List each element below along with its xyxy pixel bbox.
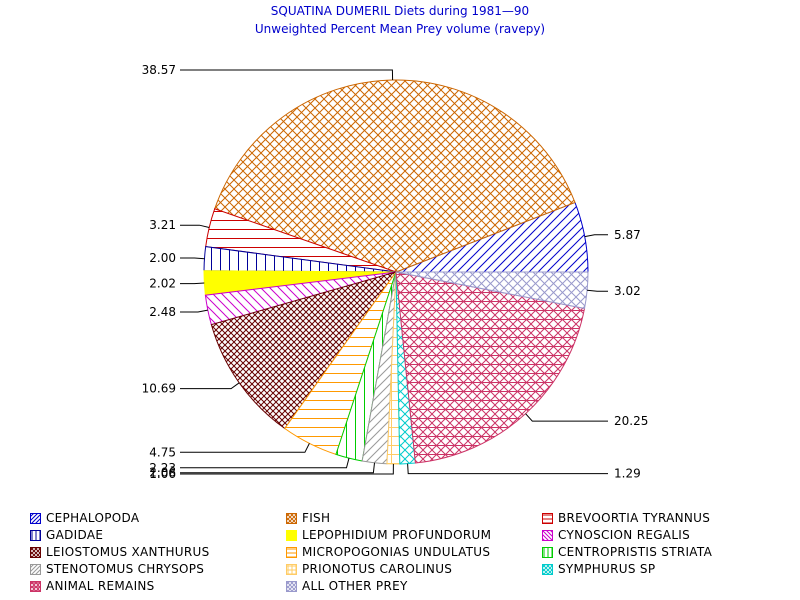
value-label: 1.06 <box>149 467 176 481</box>
legend-swatch <box>30 564 41 575</box>
leader-line <box>587 289 608 292</box>
value-label: 38.57 <box>142 63 176 77</box>
legend-swatch <box>30 530 41 541</box>
leader-lines <box>180 69 608 475</box>
legend-label: LEPOPHIDIUM PROFUNDORUM <box>302 528 492 542</box>
legend-label: LEIOSTOMUS XANTHURUS <box>46 545 210 559</box>
legend-label: PRIONOTUS CAROLINUS <box>302 562 453 576</box>
pie-chart: 5.87 38.57 3.21 2.00 2.02 2.48 10.69 4.75 2.232.… <box>142 63 649 481</box>
leader-line <box>180 462 375 474</box>
chart-subtitle: Unweighted Percent Mean Prey volume (rav… <box>254 22 546 36</box>
value-labels: 5.87 38.57 3.21 2.00 2.02 2.48 10.69 4.75 2.232.… <box>142 63 649 481</box>
legend-swatch <box>542 564 553 575</box>
leader-line <box>180 257 205 260</box>
leader-line <box>180 443 310 453</box>
value-label: 4.75 <box>149 445 176 459</box>
value-label: 3.02 <box>614 284 641 298</box>
legend-label: STENOTOMUS CHRYSOPS <box>46 562 205 576</box>
legend-swatch <box>542 547 553 558</box>
legend-swatch <box>30 581 41 592</box>
leader-line <box>180 309 208 313</box>
legend-label: CYNOSCION REGALIS <box>558 528 691 542</box>
legend-label: MICROPOGONIAS UNDULATUS <box>302 545 491 559</box>
value-label: 2.06 <box>149 466 176 480</box>
leader-line <box>180 382 240 390</box>
legend-swatch <box>542 530 553 541</box>
value-label: 20.25 <box>614 414 648 428</box>
legend-swatch <box>542 513 553 524</box>
pie-slices <box>203 79 589 465</box>
legend-label: GADIDAE <box>46 528 104 542</box>
value-label: 2.23 <box>149 461 176 475</box>
legend-label: ALL OTHER PREY <box>302 579 408 593</box>
leader-line <box>525 413 608 422</box>
leader-line <box>180 69 394 81</box>
leader-line <box>180 224 210 228</box>
value-label: 2.02 <box>149 277 176 291</box>
value-label: 10.69 <box>142 382 176 396</box>
legend-label: FISH <box>302 511 331 525</box>
legend-swatch <box>286 581 297 592</box>
leader-line <box>180 463 394 475</box>
pie-slice-fish <box>214 79 576 273</box>
pie-slice-animal-remains <box>395 271 586 464</box>
leader-line <box>584 234 608 238</box>
value-label: 5.87 <box>614 228 641 242</box>
legend-label: SYMPHURUS SP <box>558 562 656 576</box>
chart-title: SQUATINA DUMERIL Diets during 1981—90 <box>270 4 530 18</box>
value-label: 3.21 <box>149 218 176 232</box>
legend-swatch <box>286 513 297 524</box>
legend-swatch <box>286 530 297 541</box>
legend-label: ANIMAL REMAINS <box>46 579 155 593</box>
leader-line <box>180 282 205 285</box>
value-label: 1.29 <box>614 467 641 481</box>
legend-label: CENTROPRISTIS STRIATA <box>558 545 713 559</box>
legend-swatch <box>30 513 41 524</box>
legend-swatch <box>30 547 41 558</box>
legend-swatch <box>286 564 297 575</box>
value-label: 2.00 <box>149 251 176 265</box>
leader-line <box>180 457 350 469</box>
legend-swatch <box>286 547 297 558</box>
legend-label: CEPHALOPODA <box>46 511 140 525</box>
value-label: 2.48 <box>149 305 176 319</box>
leader-line <box>407 463 608 475</box>
legend-label: BREVOORTIA TYRANNUS <box>558 511 711 525</box>
